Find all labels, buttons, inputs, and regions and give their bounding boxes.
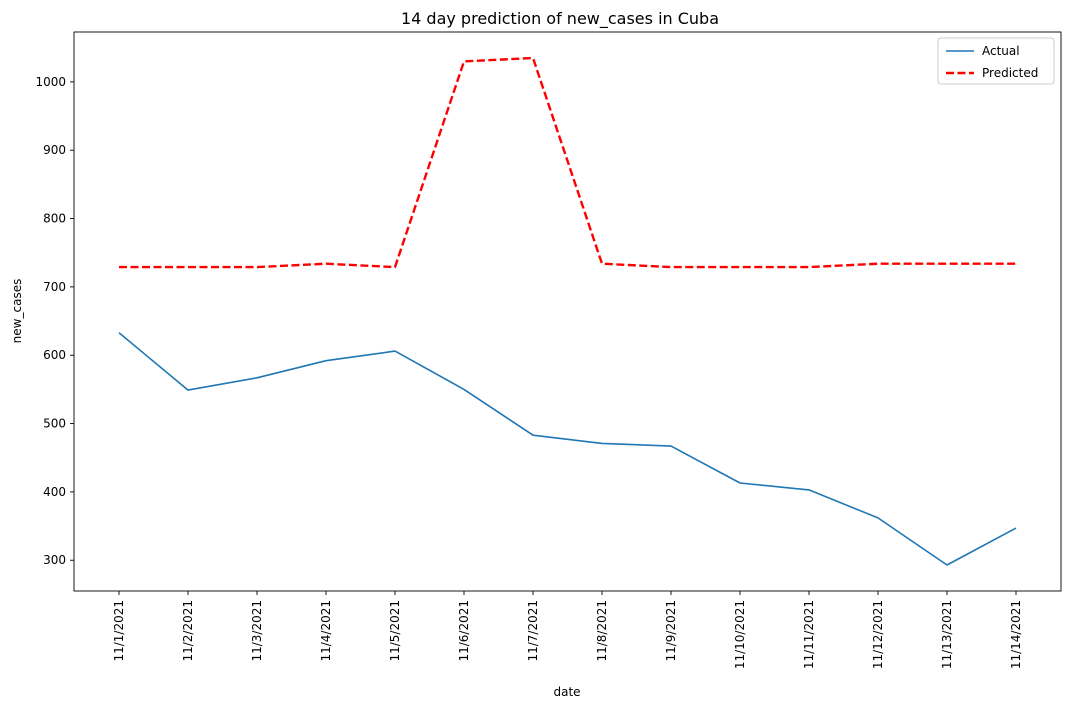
plot-area (73, 31, 1062, 592)
x-tick-label: 11/13/2021 (940, 600, 954, 669)
y-tick-label: 1000 (35, 75, 66, 89)
series-line-actual (118, 332, 1017, 566)
y-tick-label: 600 (43, 348, 66, 362)
legend-box (937, 37, 1055, 85)
x-tick-label: 11/5/2021 (388, 600, 402, 662)
x-tick-label: 11/9/2021 (664, 600, 678, 662)
x-tick-label: 11/10/2021 (733, 600, 747, 669)
x-axis: 11/1/2021 11/2/2021 11/3/2021 11/4/2021 11/5… (112, 591, 1023, 669)
y-tick-label: 700 (43, 280, 66, 294)
plot-frame (73, 31, 1062, 592)
x-tick-label: 11/3/2021 (250, 600, 264, 662)
y-axis-label: new_cases (10, 279, 24, 344)
y-axis: 300 400 500 600 700 800 900 1000 (35, 75, 74, 567)
y-tick-label: 400 (43, 485, 66, 499)
y-tick-label: 300 (43, 553, 66, 567)
legend-label-predicted: Predicted (982, 66, 1038, 80)
x-tick-label: 11/14/2021 (1009, 600, 1023, 669)
legend: Actual Predicted (937, 37, 1055, 85)
x-tick-label: 11/4/2021 (319, 600, 333, 662)
x-axis-label: date (553, 685, 580, 699)
chart-title: 14 day prediction of new_cases in Cuba (401, 9, 719, 29)
x-tick-label: 11/12/2021 (871, 600, 885, 669)
series-line-predicted (119, 56, 1016, 269)
x-tick-label: 11/8/2021 (595, 600, 609, 662)
legend-label-actual: Actual (982, 44, 1020, 58)
y-tick-label: 900 (43, 143, 66, 157)
y-tick-label: 800 (43, 212, 66, 226)
x-tick-label: 11/11/2021 (802, 600, 816, 669)
x-tick-label: 11/7/2021 (526, 600, 540, 662)
x-tick-label: 11/6/2021 (457, 600, 471, 662)
y-tick-label: 500 (43, 417, 66, 431)
x-tick-label: 11/2/2021 (181, 600, 195, 662)
x-tick-label: 11/1/2021 (112, 600, 126, 662)
